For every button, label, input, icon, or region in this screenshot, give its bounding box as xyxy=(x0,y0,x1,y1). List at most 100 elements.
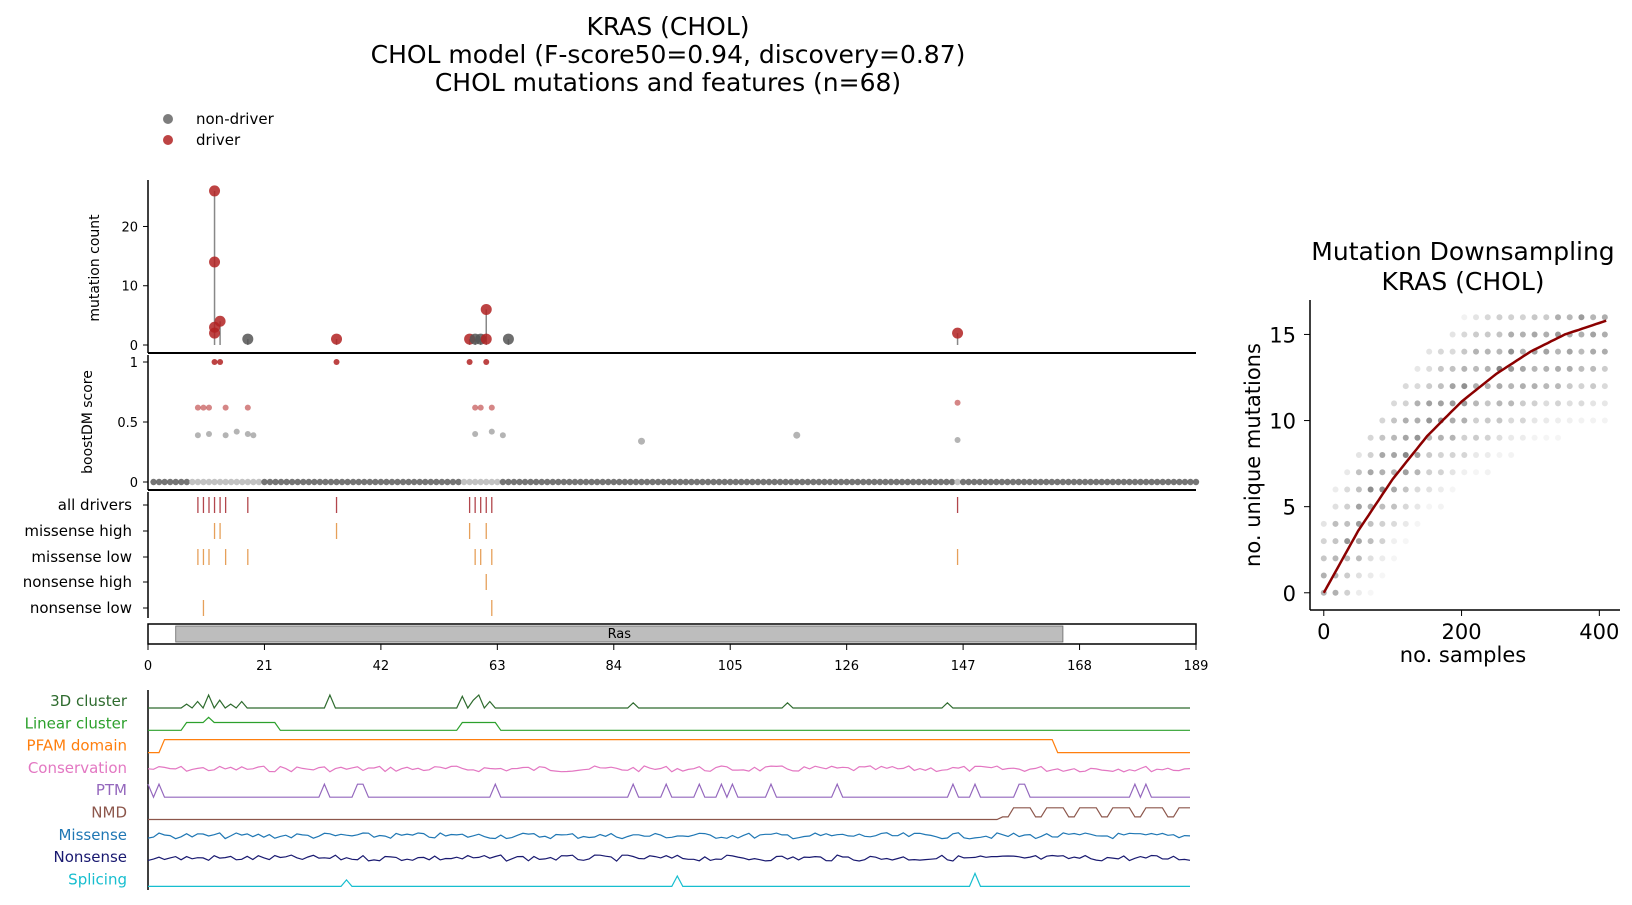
downsampling-dot xyxy=(1484,383,1491,390)
boostdm-zero-point xyxy=(898,478,906,486)
boostdm-zero-point xyxy=(1092,478,1100,486)
downsampling-dot xyxy=(1473,331,1480,338)
boostdm-zero-point xyxy=(860,478,867,486)
downsampling-dot xyxy=(1508,434,1515,441)
downsampling-dot xyxy=(1355,555,1362,562)
downsampling-dot xyxy=(1391,538,1398,545)
downsampling-dot xyxy=(1391,417,1398,424)
downsampling-dot xyxy=(1508,400,1515,407)
boostdm-point xyxy=(954,437,961,443)
downsampling-dot xyxy=(1437,365,1444,372)
downsampling-dot xyxy=(1414,383,1421,390)
downsampling-dot xyxy=(1590,314,1597,321)
downsampling-dot xyxy=(1414,434,1421,441)
boostdm-zero-point xyxy=(1054,478,1061,486)
downsampling-dot xyxy=(1531,314,1538,321)
feature-label: Splicing xyxy=(68,870,127,888)
downsampling-dot xyxy=(1367,555,1374,562)
boostdm-zero-point xyxy=(422,478,429,486)
boostdm-zero-point xyxy=(893,478,900,486)
boostdm-zero-point xyxy=(200,478,207,486)
legend-label-non-driver: non-driver xyxy=(196,110,275,128)
downsampling-dot xyxy=(1344,589,1351,596)
downsampling-dot xyxy=(1473,400,1480,407)
boostdm-zero-point xyxy=(211,478,218,486)
downsampling-dot xyxy=(1391,452,1398,458)
downsampling-dot xyxy=(1519,434,1526,441)
downsampling-dot xyxy=(1461,331,1468,338)
boostdm-marks xyxy=(150,359,1200,486)
boostdm-zero-point xyxy=(488,478,495,486)
downsampling-dot xyxy=(1543,400,1550,407)
downsampling-dot xyxy=(1391,486,1398,493)
boostdm-zero-point xyxy=(361,478,368,486)
downsampling-dot xyxy=(1344,469,1351,476)
downsampling-dot xyxy=(1449,469,1456,476)
boostdm-zero-point xyxy=(272,478,279,486)
boostdm-zero-point xyxy=(915,478,922,486)
boostdm-zero-point xyxy=(571,478,579,486)
downsampling-dot xyxy=(1555,348,1561,355)
boostdm-zero-point xyxy=(782,478,789,486)
boostdm-zero-point xyxy=(250,478,257,486)
boostdm-zero-point xyxy=(932,478,939,486)
downsampling-dot xyxy=(1484,452,1491,458)
feature-label: Nonsense xyxy=(54,848,128,866)
downsampling-dot xyxy=(1590,348,1597,355)
boostdm-zero-point xyxy=(1126,478,1133,486)
downsampling-dot xyxy=(1484,417,1491,424)
boostdm-zero-point xyxy=(166,478,174,486)
boostdm-zero-point xyxy=(438,478,446,486)
domain-bar-ras xyxy=(175,625,1064,643)
boostdm-zero-point xyxy=(1104,478,1111,486)
boostdm-zero-point xyxy=(638,478,645,486)
downsampling-dot xyxy=(1437,383,1444,390)
lollipop-point xyxy=(331,333,343,345)
boostdm-zero-point xyxy=(205,478,213,486)
boostdm-zero-point xyxy=(455,478,462,486)
downsampling-dot xyxy=(1437,469,1444,476)
domain-axis: Ras 0 21 42 63 84 105 126 147 168 189 xyxy=(144,623,1208,674)
downsampling-dot xyxy=(1437,452,1444,458)
downsampling-dot xyxy=(1379,503,1386,510)
boostdm-zero-point xyxy=(405,478,412,486)
boostdm-zero-point xyxy=(1087,478,1094,486)
boostdm-zero-point xyxy=(710,478,717,486)
downsampling-dot xyxy=(1496,348,1503,355)
boostdm-point xyxy=(205,431,212,437)
boostdm-zero-point xyxy=(904,478,911,486)
boostdm-zero-point xyxy=(849,478,856,486)
downsampling-dot xyxy=(1449,348,1456,355)
downsampling-dot xyxy=(1601,365,1608,372)
boostdm-axes: boostDM score 00.51 xyxy=(80,355,1200,491)
boostdm-zero-point xyxy=(826,478,834,486)
downsampling-dot xyxy=(1590,400,1597,407)
figure-title-line-1: KRAS (CHOL) xyxy=(586,12,749,41)
boostdm-zero-point xyxy=(876,478,884,486)
lollipop-point xyxy=(209,327,221,339)
boostdm-zero-point xyxy=(227,478,235,486)
downsampling-dot xyxy=(1543,417,1550,424)
boostdm-zero-point xyxy=(1181,478,1189,486)
downsampling-dot xyxy=(1355,486,1362,493)
downsampling-dot xyxy=(1473,365,1480,372)
downsampling-dot xyxy=(1531,434,1538,441)
boostdm-zero-point xyxy=(1020,478,1028,486)
track-marks xyxy=(197,497,959,616)
boostdm-zero-point xyxy=(649,478,656,486)
boostdm-zero-point xyxy=(349,478,357,486)
boostdm-zero-point xyxy=(1159,478,1166,486)
downsampling-dot xyxy=(1414,486,1421,493)
downsampling-dot xyxy=(1531,383,1538,390)
downsampling-dot xyxy=(1555,383,1561,390)
downsampling-dot xyxy=(1449,452,1456,458)
feature-line xyxy=(148,693,1190,710)
boostdm-zero-point xyxy=(654,478,662,486)
downsampling-dot xyxy=(1461,434,1468,441)
x-tick-label: 105 xyxy=(718,659,743,674)
boostdm-zero-point xyxy=(688,478,695,486)
feature-label: 3D cluster xyxy=(50,692,128,710)
downsampling-dot xyxy=(1426,383,1433,390)
boostdm-zero-point xyxy=(671,478,678,486)
boostdm-zero-point xyxy=(599,478,606,486)
